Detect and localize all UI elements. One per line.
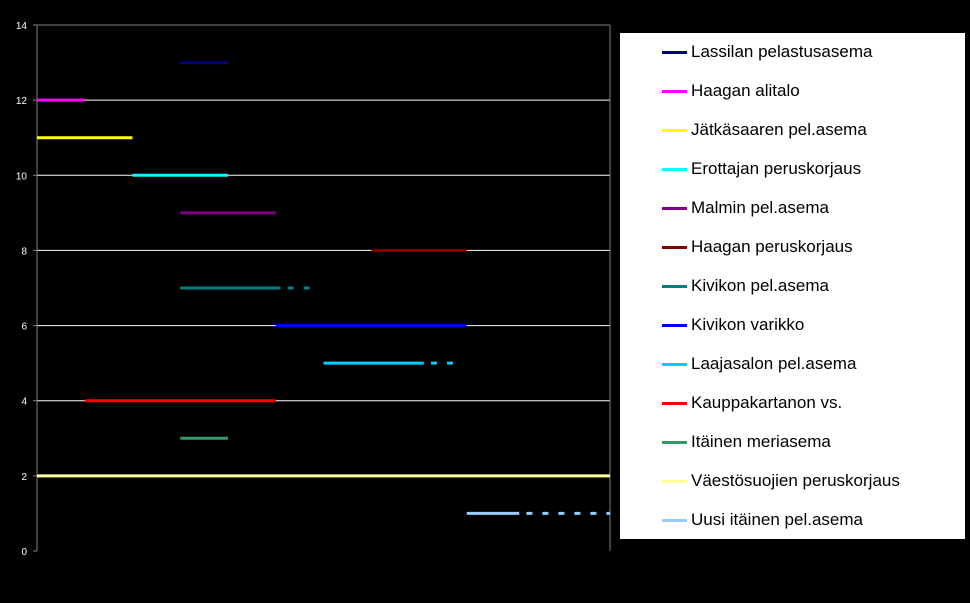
legend-item: Lassilan pelastusasema	[620, 33, 965, 72]
legend-item: Laajasalon pel.asema	[620, 345, 965, 384]
legend-label: Uusi itäinen pel.asema	[691, 510, 863, 529]
legend-item: Haagan alitalo	[620, 72, 965, 111]
y-tick-label: 6	[21, 322, 27, 333]
legend-label: Väestösuojien peruskorjaus	[691, 471, 900, 490]
y-tick-label: 4	[21, 397, 27, 408]
legend-item: Jätkäsaaren pel.asema	[620, 111, 965, 150]
legend-swatch	[662, 441, 687, 444]
legend-swatch	[662, 246, 687, 249]
legend-label: Haagan peruskorjaus	[691, 237, 853, 256]
y-tick-label: 0	[21, 547, 27, 558]
legend-item: Kauppakartanon vs.	[620, 384, 965, 423]
legend-swatch	[662, 402, 687, 405]
legend-label: Kivikon varikko	[691, 315, 805, 334]
legend-swatch	[662, 519, 687, 522]
y-tick-label: 12	[16, 96, 28, 107]
legend-label: Haagan alitalo	[691, 81, 800, 100]
y-tick-labels: 0 2 4 6 8 10 12 14	[16, 21, 28, 558]
legend-label: Kivikon pel.asema	[691, 276, 829, 295]
legend-swatch	[662, 90, 687, 93]
legend-item: Erottajan peruskorjaus	[620, 150, 965, 189]
legend-item: Väestösuojien peruskorjaus	[620, 462, 965, 501]
gridlines	[37, 24, 610, 477]
legend-swatch	[662, 51, 687, 54]
axes	[33, 24, 611, 552]
legend: Lassilan pelastusasema Haagan alitalo Jätk…	[620, 33, 965, 539]
legend-swatch	[662, 207, 687, 210]
gantt-bars	[37, 61, 610, 515]
legend-item: Haagan peruskorjaus	[620, 228, 965, 267]
legend-label: Laajasalon pel.asema	[691, 354, 857, 373]
legend-label: Lassilan pelastusasema	[691, 42, 873, 61]
y-tick-label: 8	[21, 246, 27, 257]
legend-swatch	[662, 129, 687, 132]
legend-item: Malmin pel.asema	[620, 189, 965, 228]
legend-swatch	[662, 285, 687, 288]
legend-swatch	[662, 363, 687, 366]
legend-item: Kivikon varikko	[620, 306, 965, 345]
legend-swatch	[662, 168, 687, 171]
legend-label: Erottajan peruskorjaus	[691, 159, 862, 178]
y-tick-label: 10	[16, 171, 28, 182]
legend-item: Itäinen meriasema	[620, 423, 965, 462]
y-tick-label: 14	[16, 21, 28, 32]
legend-item: Kivikon pel.asema	[620, 267, 965, 306]
legend-label: Malmin pel.asema	[691, 198, 829, 217]
y-tick-label: 2	[21, 472, 27, 483]
legend-swatch	[662, 324, 687, 327]
legend-swatch	[662, 480, 687, 483]
legend-label: Jätkäsaaren pel.asema	[691, 120, 867, 139]
legend-label: Itäinen meriasema	[691, 432, 831, 451]
legend-item: Uusi itäinen pel.asema	[620, 501, 965, 540]
legend-label: Kauppakartanon vs.	[691, 393, 843, 412]
